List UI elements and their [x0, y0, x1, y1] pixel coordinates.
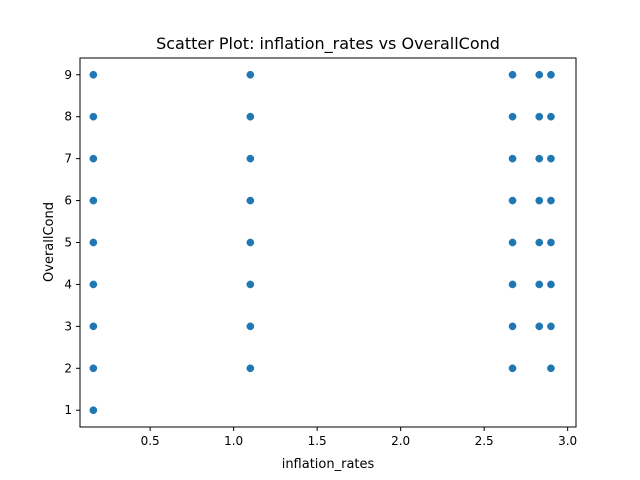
- data-point: [547, 154, 555, 163]
- data-point: [89, 196, 98, 205]
- data-point: [547, 322, 555, 331]
- data-point: [547, 196, 555, 205]
- data-point: [89, 238, 98, 247]
- data-point: [89, 280, 98, 289]
- x-tick-label: 3.0: [558, 434, 577, 448]
- data-point: [508, 238, 517, 247]
- data-point: [508, 280, 517, 289]
- data-point: [89, 70, 98, 79]
- data-point: [246, 280, 255, 289]
- data-point: [547, 70, 555, 79]
- data-point: [535, 322, 544, 331]
- data-point: [508, 364, 517, 373]
- data-point: [246, 196, 255, 205]
- data-point: [246, 364, 255, 373]
- y-tick-label: 7: [64, 152, 72, 166]
- data-point: [89, 364, 98, 373]
- data-point: [535, 154, 544, 163]
- x-tick-label: 2.5: [475, 434, 494, 448]
- y-tick-label: 2: [64, 361, 72, 375]
- data-point: [547, 238, 555, 247]
- data-point: [246, 154, 255, 163]
- data-point: [547, 280, 555, 289]
- data-point: [547, 364, 555, 373]
- data-point: [508, 154, 517, 163]
- y-tick-label: 4: [64, 277, 72, 291]
- y-tick-label: 6: [64, 194, 72, 208]
- y-tick-label: 9: [64, 68, 72, 82]
- y-tick-label: 3: [64, 319, 72, 333]
- plot-frame: [79, 57, 577, 428]
- data-point: [535, 112, 544, 121]
- x-tick-label: 1.0: [224, 434, 243, 448]
- data-point: [89, 154, 98, 163]
- y-tick-label: 8: [64, 110, 72, 124]
- chart-title: Scatter Plot: inflation_rates vs Overall…: [156, 34, 500, 54]
- data-point: [535, 280, 544, 289]
- data-point: [246, 238, 255, 247]
- x-tick-label: 2.0: [391, 434, 410, 448]
- data-point: [89, 406, 98, 415]
- data-points: [89, 70, 555, 415]
- data-point: [246, 322, 255, 331]
- x-axis-label: inflation_rates: [282, 457, 375, 472]
- data-point: [547, 112, 555, 121]
- data-point: [535, 238, 544, 247]
- data-point: [246, 70, 255, 79]
- data-point: [535, 70, 544, 79]
- x-axis-ticks: 0.5 1.0 1.5 2.0 2.5 3.0: [141, 427, 577, 448]
- data-point: [508, 196, 517, 205]
- data-point: [89, 112, 98, 121]
- data-point: [508, 112, 517, 121]
- x-tick-label: 0.5: [141, 434, 160, 448]
- data-point: [89, 322, 98, 331]
- y-axis-label: OverallCond: [42, 202, 57, 282]
- data-point: [246, 112, 255, 121]
- data-point: [508, 322, 517, 331]
- data-point: [535, 196, 544, 205]
- data-point: [508, 70, 517, 79]
- y-tick-label: 5: [64, 236, 72, 250]
- y-tick-label: 1: [64, 403, 72, 417]
- x-tick-label: 1.5: [308, 434, 327, 448]
- y-axis-ticks: 1 2 3 4 5 6 7 8 9: [64, 68, 80, 417]
